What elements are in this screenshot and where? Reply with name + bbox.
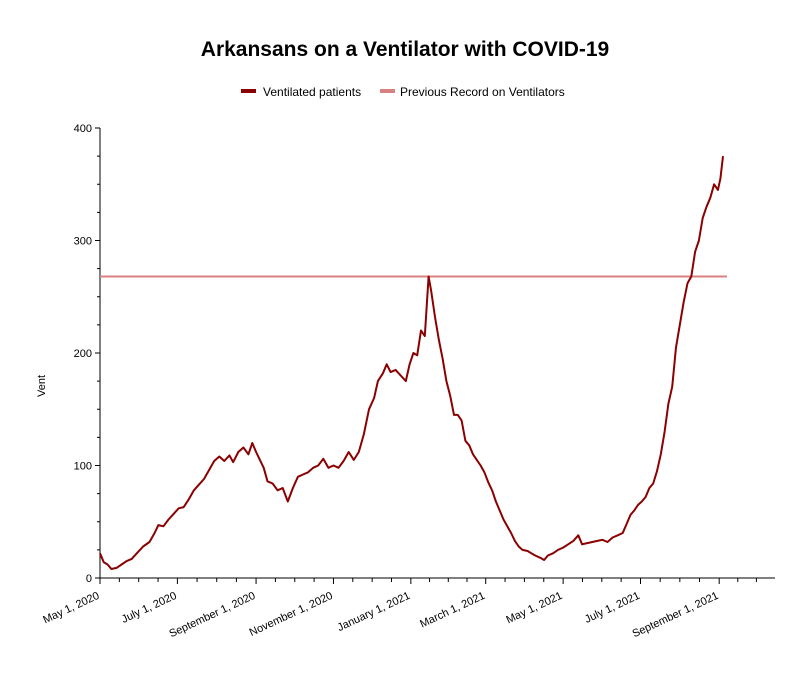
legend-swatch-previous-record bbox=[380, 89, 395, 93]
legend-swatch-ventilated bbox=[241, 89, 256, 93]
x-tick-label: January 1, 2021 bbox=[336, 590, 413, 634]
legend: Ventilated patients Previous Record on V… bbox=[241, 85, 565, 99]
y-axis-ticks: 0 100 200 300 400 bbox=[74, 123, 100, 585]
legend-label-previous-record: Previous Record on Ventilators bbox=[400, 85, 565, 99]
x-tick-label: May 1, 2020 bbox=[41, 590, 101, 626]
x-tick-label: July 1, 2021 bbox=[583, 590, 642, 626]
y-tick-label: 200 bbox=[74, 348, 92, 360]
chart-title: Arkansans on a Ventilator with COVID-19 bbox=[201, 38, 609, 61]
x-tick-label: September 1, 2020 bbox=[167, 590, 257, 640]
x-tick-label: September 1, 2021 bbox=[631, 590, 721, 640]
x-tick-label: March 1, 2021 bbox=[418, 590, 487, 631]
x-tick-label: July 1, 2020 bbox=[120, 590, 179, 626]
y-tick-label: 100 bbox=[74, 461, 92, 473]
y-tick-label: 300 bbox=[74, 236, 92, 248]
y-axis-title: Vent bbox=[36, 375, 48, 397]
x-tick-label: May 1, 2021 bbox=[504, 590, 564, 626]
ventilated-patients-line bbox=[99, 155, 724, 570]
y-tick-label: 400 bbox=[74, 123, 92, 135]
legend-label-ventilated: Ventilated patients bbox=[263, 85, 361, 99]
x-tick-label: November 1, 2020 bbox=[248, 590, 335, 639]
y-tick-label: 0 bbox=[86, 573, 92, 585]
